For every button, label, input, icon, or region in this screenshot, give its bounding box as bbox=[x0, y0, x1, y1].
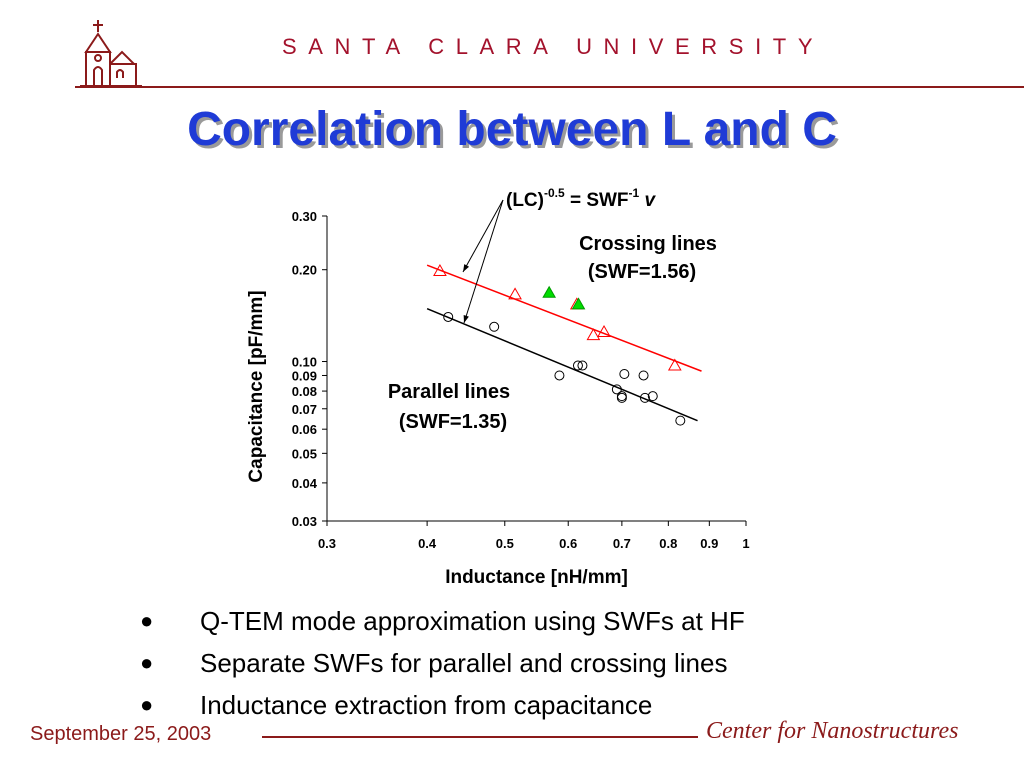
bullet-item: ● Separate SWFs for parallel and crossing… bbox=[140, 642, 745, 684]
data-point bbox=[489, 321, 500, 332]
data-point bbox=[571, 297, 586, 310]
arrowhead bbox=[463, 315, 469, 323]
data-point bbox=[619, 369, 630, 380]
slide-title: Correlation between L and C bbox=[187, 103, 837, 156]
data-point bbox=[667, 358, 682, 371]
y-tick-label: 0.08 bbox=[292, 384, 317, 399]
arrowhead bbox=[463, 264, 470, 272]
parallel-lines-label: Parallel lines bbox=[388, 381, 510, 403]
y-tick-label: 0.20 bbox=[292, 263, 317, 278]
data-point bbox=[611, 384, 622, 395]
data-point bbox=[554, 370, 565, 381]
equation-part: = SWF bbox=[565, 190, 629, 211]
crossing-lines-swf-label: (SWF=1.56) bbox=[588, 261, 696, 283]
bullet-item: ● Q-TEM mode approximation using SWFs at … bbox=[140, 600, 745, 642]
x-tick-label: 0.8 bbox=[659, 536, 677, 551]
footer-date: September 25, 2003 bbox=[30, 723, 212, 745]
data-point bbox=[443, 311, 454, 322]
footer-divider bbox=[262, 736, 698, 738]
parallel-lines-swf-label: (SWF=1.35) bbox=[399, 411, 507, 433]
header-divider bbox=[75, 86, 1024, 88]
bullet-dot-icon: ● bbox=[140, 650, 154, 675]
lc-correlation-chart: 0.3 0.4 0.5 0.6 0.7 0.8 0.9 1 0.03 0.04 0.05 0.06 0.… bbox=[246, 186, 750, 588]
bullet-dot-icon: ● bbox=[140, 692, 154, 717]
y-tick-label: 0.06 bbox=[292, 422, 317, 437]
y-tick-label: 0.05 bbox=[292, 446, 317, 461]
y-tick-label: 0.10 bbox=[292, 355, 317, 370]
footer-center-name: Center for Nanostructures bbox=[706, 718, 959, 744]
x-tick-label: 0.4 bbox=[418, 536, 437, 551]
x-tick-label: 0.9 bbox=[700, 536, 718, 551]
crossing-lines-label: Crossing lines bbox=[579, 233, 717, 255]
equation-part: -1 bbox=[629, 186, 640, 200]
bullet-list: ● Q-TEM mode approximation using SWFs at … bbox=[140, 600, 745, 726]
data-point bbox=[433, 264, 447, 277]
fit-line bbox=[426, 308, 698, 422]
data-point bbox=[597, 324, 611, 337]
data-point bbox=[542, 285, 557, 298]
y-axis-label: Capacitance [pF/mm] bbox=[246, 290, 267, 482]
data-point bbox=[508, 287, 522, 300]
x-tick-label: 0.3 bbox=[318, 536, 336, 551]
y-tick-label: 0.03 bbox=[292, 514, 317, 529]
bullet-text: Q-TEM mode approximation using SWFs at H… bbox=[200, 605, 745, 636]
y-tick-label: 0.09 bbox=[292, 368, 317, 383]
data-point bbox=[616, 392, 627, 403]
x-tick-label: 1 bbox=[742, 536, 749, 551]
x-tick-label: 0.5 bbox=[496, 536, 514, 551]
equation-label: (LC)-0.5 = SWF-1 v bbox=[506, 186, 656, 211]
fit-line bbox=[426, 264, 702, 372]
pointer-arrow bbox=[462, 199, 504, 273]
x-tick-label: 0.6 bbox=[559, 536, 577, 551]
bullet-dot-icon: ● bbox=[140, 608, 154, 633]
pointer-arrow bbox=[463, 199, 504, 324]
x-axis-label: Inductance [nH/mm] bbox=[445, 567, 628, 588]
data-point bbox=[586, 328, 601, 341]
data-point bbox=[572, 360, 583, 371]
y-tick-label: 0.04 bbox=[292, 476, 318, 491]
data-point bbox=[638, 370, 649, 381]
x-tick-label: 0.7 bbox=[613, 536, 631, 551]
equation-part: -0.5 bbox=[544, 186, 565, 200]
bullet-item: ● Inductance extraction from capacitance bbox=[140, 684, 745, 726]
data-point bbox=[639, 392, 650, 403]
equation-part: (LC) bbox=[506, 190, 544, 211]
bullet-text: Inductance extraction from capacitance bbox=[200, 689, 653, 720]
y-tick-label: 0.30 bbox=[292, 209, 317, 224]
data-point bbox=[577, 360, 588, 371]
bullet-text: Separate SWFs for parallel and crossing … bbox=[200, 647, 728, 678]
y-tick-label: 0.07 bbox=[292, 402, 317, 417]
data-point bbox=[647, 391, 658, 402]
university-name: SANTA CLARA UNIVERSITY bbox=[282, 34, 825, 59]
data-point bbox=[675, 415, 686, 426]
equation-part: v bbox=[639, 190, 656, 211]
